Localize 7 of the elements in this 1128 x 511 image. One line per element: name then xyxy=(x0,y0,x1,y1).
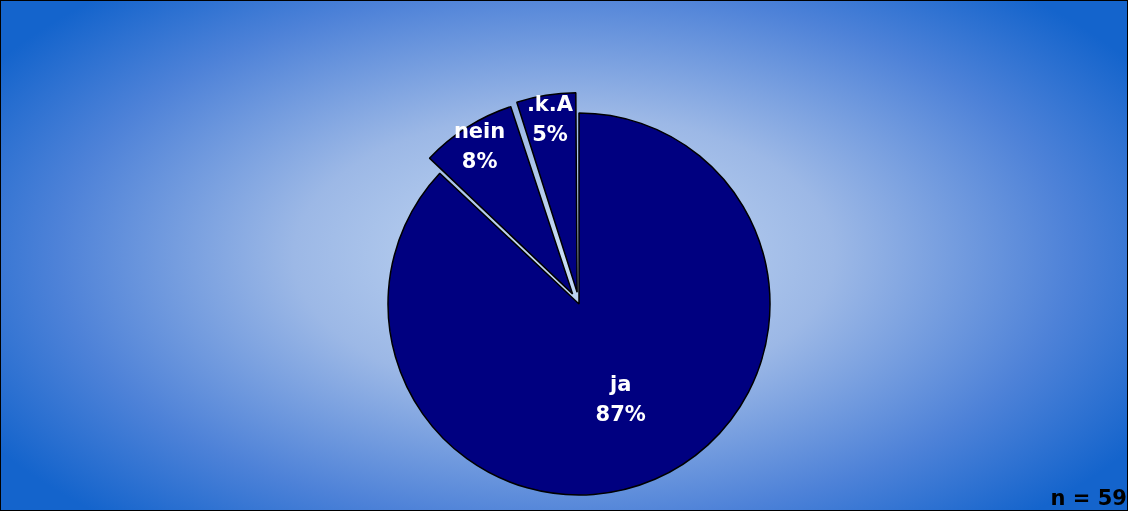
slice-label: ja xyxy=(609,371,632,396)
slice-label: nein xyxy=(453,118,506,143)
data-label: 5% xyxy=(532,122,568,147)
data-label: 8% xyxy=(461,148,498,173)
slice-label: .k.A xyxy=(526,92,574,117)
data-label: 87% xyxy=(595,401,646,426)
text: n = 59 xyxy=(1050,485,1127,510)
